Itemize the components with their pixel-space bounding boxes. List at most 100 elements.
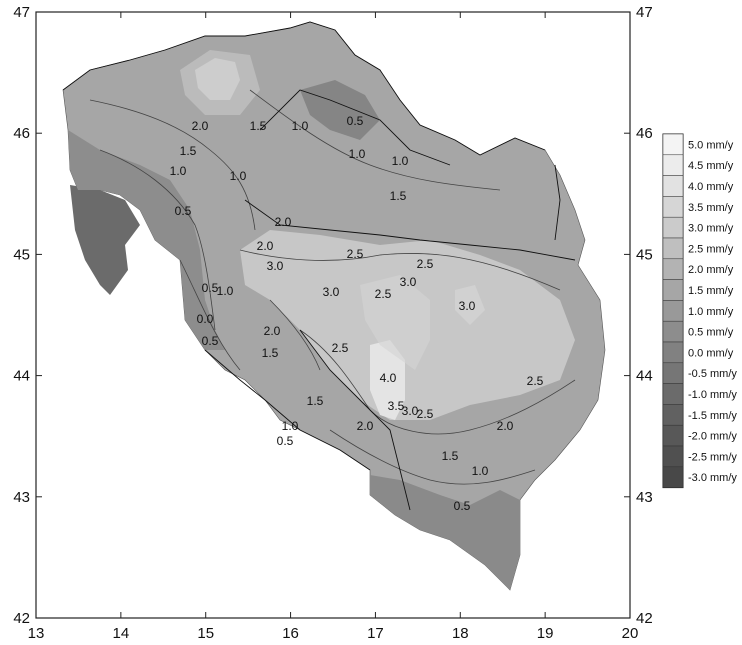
- legend-swatch: [662, 383, 684, 405]
- legend-label: 1.5 mm/y: [688, 285, 734, 297]
- legend-swatch: [662, 320, 684, 343]
- legend-swatch: [662, 445, 684, 468]
- legend-swatch: [662, 237, 684, 260]
- contour-label: 2.0: [264, 324, 281, 338]
- x-axis-ticks: 13 14 15 16 17 18 19 20: [28, 12, 639, 642]
- legend-swatch: [662, 258, 684, 280]
- zone-central-ring: [360, 275, 430, 370]
- y-tick-label-right: 45: [636, 246, 653, 263]
- contour-label: 1.0: [292, 119, 309, 133]
- legend-label: 4.0 mm/y: [688, 181, 734, 193]
- contour-label: 1.5: [250, 119, 267, 133]
- legend-label: -2.5 mm/y: [688, 451, 737, 463]
- contour-label: 2.5: [417, 257, 434, 271]
- legend-swatch: [662, 175, 684, 197]
- contour-label: 0.0: [197, 312, 214, 326]
- contour-label: 1.0: [349, 147, 366, 161]
- y-axis-ticks-right: 42 43 44 45 46 47: [624, 4, 653, 627]
- contour-lines: [89, 89, 576, 485]
- contour-label: 2.0: [497, 419, 514, 433]
- contour-label: 2.0: [257, 239, 274, 253]
- legend-swatch: [662, 196, 684, 218]
- contour-label: 3.0: [323, 285, 340, 299]
- contour-label: 2.5: [375, 287, 392, 301]
- contour-label: 3.0: [459, 299, 476, 313]
- x-tick-label: 18: [452, 625, 469, 642]
- legend-label: -0.5 mm/y: [688, 368, 737, 380]
- legend-label: -1.0 mm/y: [688, 389, 737, 401]
- y-tick-label-left: 44: [13, 368, 30, 385]
- legend-label: 5.0 mm/y: [688, 139, 734, 151]
- legend-label: 0.5 mm/y: [688, 327, 734, 339]
- legend-swatch: [662, 133, 684, 156]
- contour-label: 1.0: [282, 419, 299, 433]
- legend-label: 2.0 mm/y: [688, 264, 734, 276]
- zone-west-mid: [68, 130, 225, 350]
- contour-label: 1.0: [230, 169, 247, 183]
- x-tick-label: 15: [197, 625, 214, 642]
- contour-label: 1.0: [217, 284, 234, 298]
- legend-label: -1.5 mm/y: [688, 410, 737, 422]
- contour-label: 0.5: [202, 281, 219, 295]
- x-tick-label: 17: [367, 625, 384, 642]
- borders: [62, 21, 576, 511]
- contour-label: 2.0: [357, 419, 374, 433]
- zone-central-peak: [370, 340, 405, 420]
- contour-label: 1.0: [170, 164, 187, 178]
- contour-label: 0.5: [347, 114, 364, 128]
- contour-label: 3.0: [400, 275, 417, 289]
- y-tick-label-right: 43: [636, 489, 653, 506]
- zone-north-ring: [180, 50, 260, 115]
- y-tick-label-right: 47: [636, 4, 653, 21]
- contour-label: 2.0: [192, 119, 209, 133]
- y-tick-label-left: 46: [13, 125, 30, 142]
- contour-label: 3.5: [388, 399, 405, 413]
- legend-swatch: [662, 341, 684, 364]
- contour-label: 1.5: [180, 144, 197, 158]
- y-tick-label-left: 42: [13, 610, 30, 627]
- zone-northeast-dark: [300, 80, 380, 140]
- x-tick-label: 13: [28, 625, 45, 642]
- legend-label: 4.5 mm/y: [688, 160, 734, 172]
- contour-label: 2.5: [347, 247, 364, 261]
- x-tick-label: 20: [622, 625, 639, 642]
- contour-label: 0.5: [454, 499, 471, 513]
- y-tick-label-left: 45: [13, 246, 30, 263]
- contour-label: 1.0: [472, 464, 489, 478]
- contour-label: 3.0: [267, 259, 284, 273]
- contour-label: 2.5: [332, 341, 349, 355]
- y-tick-label-right: 44: [636, 368, 653, 385]
- y-tick-label-right: 46: [636, 125, 653, 142]
- contour-label: 2.5: [417, 407, 434, 421]
- legend-label: 1.0 mm/y: [688, 306, 734, 318]
- contour-label: 2.5: [527, 374, 544, 388]
- contour-label: 0.5: [277, 434, 294, 448]
- contour-label: 0.5: [175, 204, 192, 218]
- legend-swatch: [662, 362, 684, 384]
- zone-east-spot: [455, 285, 485, 325]
- contour-label: 1.5: [390, 189, 407, 203]
- contour-label: 1.0: [392, 154, 409, 168]
- y-tick-label-left: 47: [13, 4, 30, 21]
- zone-south-dark: [370, 475, 520, 590]
- contour-label: 1.5: [442, 449, 459, 463]
- legend-swatch: [662, 424, 684, 447]
- legend: 5.0 mm/y 4.5 mm/y 4.0 mm/y 3.5 mm/y 3.0 mm/y…: [662, 133, 737, 489]
- legend-swatch: [662, 300, 684, 322]
- contour-label: 3.0: [402, 404, 419, 418]
- y-tick-label-left: 43: [13, 489, 30, 506]
- x-tick-label: 14: [113, 625, 130, 642]
- legend-label: -2.0 mm/y: [688, 431, 737, 443]
- y-tick-label-right: 42: [636, 610, 653, 627]
- contour-label: 1.5: [262, 346, 279, 360]
- contour-label: 0.5: [202, 334, 219, 348]
- legend-label: 3.5 mm/y: [688, 202, 734, 214]
- legend-swatch: [662, 154, 684, 176]
- contour-label: 1.5: [307, 394, 324, 408]
- contour-labels: 2.01.51.00.51.5 1.01.00.51.01.01.52.02.02…: [170, 114, 544, 513]
- x-tick-label: 16: [282, 625, 299, 642]
- legend-swatch: [662, 466, 684, 488]
- legend-label: 3.0 mm/y: [688, 223, 734, 235]
- y-axis-ticks-left: 42 43 44 45 46 47: [13, 4, 42, 627]
